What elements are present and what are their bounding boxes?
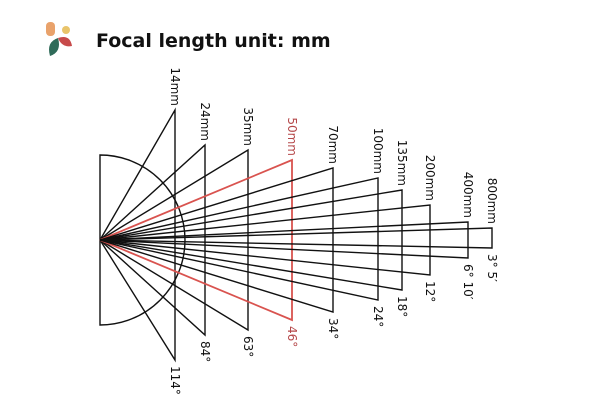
fov-triangle [99, 177, 379, 301]
fov-triangle [99, 107, 176, 363]
lens-label: 100mm [371, 128, 385, 174]
fov-triangle [99, 204, 431, 276]
angle-label: 34° [326, 318, 340, 339]
angle-label: 46° [285, 326, 299, 347]
fov-triangle [99, 148, 249, 332]
angle-label: 18° [395, 296, 409, 317]
angle-label: 114° [168, 366, 182, 395]
fov-triangle [99, 167, 334, 313]
angle-label: 63° [241, 336, 255, 357]
lens-label: 200mm [423, 155, 437, 201]
fov-triangle [99, 158, 293, 322]
angle-label: 24° [371, 306, 385, 327]
angle-label: 6° 10′ [461, 264, 475, 300]
fov-triangle [99, 221, 469, 259]
fov-triangle [99, 143, 206, 337]
lens-label: 24mm [198, 102, 212, 141]
angle-label: 84° [198, 341, 212, 362]
lens-label: 14mm [168, 67, 182, 106]
lens-label: 135mm [395, 140, 409, 186]
rays: 14mm 114° 24mm 84° 35mm 63° 50mm 46° 70mm 34° 100m… [99, 67, 499, 395]
lens-label: 800mm [485, 178, 499, 224]
logo [46, 22, 72, 56]
fov-triangle [99, 227, 493, 249]
lens-label: 70mm [326, 125, 340, 164]
lens-label: 400mm [461, 172, 475, 218]
fov-triangle [99, 189, 403, 291]
angle-label: 3° 5′ [485, 254, 499, 282]
angle-label: 12° [423, 281, 437, 302]
title: Focal length unit: mm [96, 30, 331, 52]
lens-label: 35mm [241, 107, 255, 146]
lens-label: 50mm [285, 117, 299, 156]
